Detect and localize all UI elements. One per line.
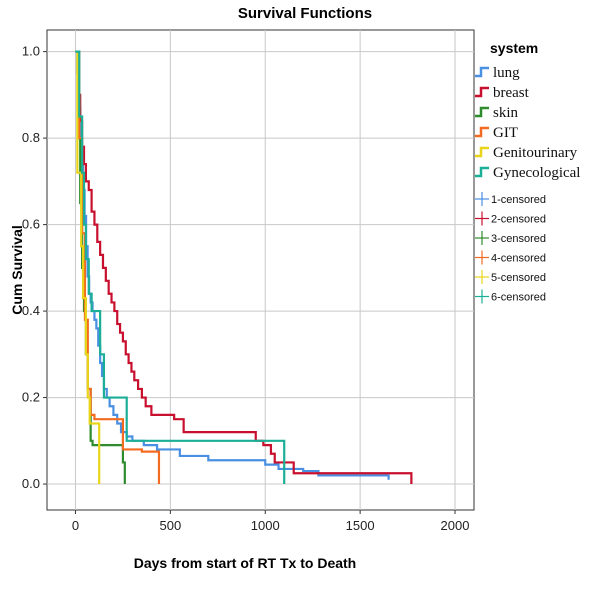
legend-label: Gynecological xyxy=(493,165,580,181)
x-tick-label: 1000 xyxy=(251,518,280,533)
x-tick-label: 1500 xyxy=(346,518,375,533)
legend: lung breast skin GIT Genitourinary Gynecologi… xyxy=(475,65,580,304)
series-line-gynecological xyxy=(75,50,286,485)
censored-label: 3-censored xyxy=(491,233,546,245)
legend-swatch xyxy=(475,66,489,78)
y-tick-label: 0.0 xyxy=(22,476,40,491)
legend-label: skin xyxy=(493,105,519,121)
y-tick-label: 0.2 xyxy=(22,390,40,405)
x-tick-label: 500 xyxy=(160,518,182,533)
y-tick-label: 1.0 xyxy=(22,44,40,59)
legend-swatch xyxy=(475,86,489,98)
plot-area xyxy=(46,29,475,511)
legend-label: breast xyxy=(493,85,530,101)
x-tick-label: 2000 xyxy=(441,518,470,533)
y-tick-label: 0.8 xyxy=(22,130,40,145)
legend-label: lung xyxy=(493,65,520,81)
legend-swatch xyxy=(475,106,489,118)
series-line-genitourinary xyxy=(75,50,101,485)
censored-label: 2-censored xyxy=(491,214,546,226)
y-tick-label: 0.4 xyxy=(22,303,40,318)
censored-label: 6-censored xyxy=(491,292,546,304)
censored-label: 1-censored xyxy=(491,194,546,206)
legend-swatch xyxy=(475,126,489,138)
legend-label: Genitourinary xyxy=(493,145,578,161)
legend-label: GIT xyxy=(493,125,518,141)
legend-title: system xyxy=(490,40,538,56)
axis-ticks: 0 500 1000 1500 2000 0.0 0.2 0.4 0.6 0.8 1.0 xyxy=(22,44,470,533)
y-axis-label: Cum Survival xyxy=(9,225,25,314)
x-axis-label: Days from start of RT Tx to Death xyxy=(134,555,356,571)
x-tick-label: 0 xyxy=(72,518,79,533)
chart-title: Survival Functions xyxy=(238,5,372,22)
legend-swatch xyxy=(475,166,489,178)
series-lines xyxy=(75,50,413,485)
y-tick-label: 0.6 xyxy=(22,217,40,232)
censored-label: 5-censored xyxy=(491,272,546,284)
series-line-breast xyxy=(75,50,413,485)
legend-swatch xyxy=(475,146,489,158)
censored-label: 4-censored xyxy=(491,253,546,265)
